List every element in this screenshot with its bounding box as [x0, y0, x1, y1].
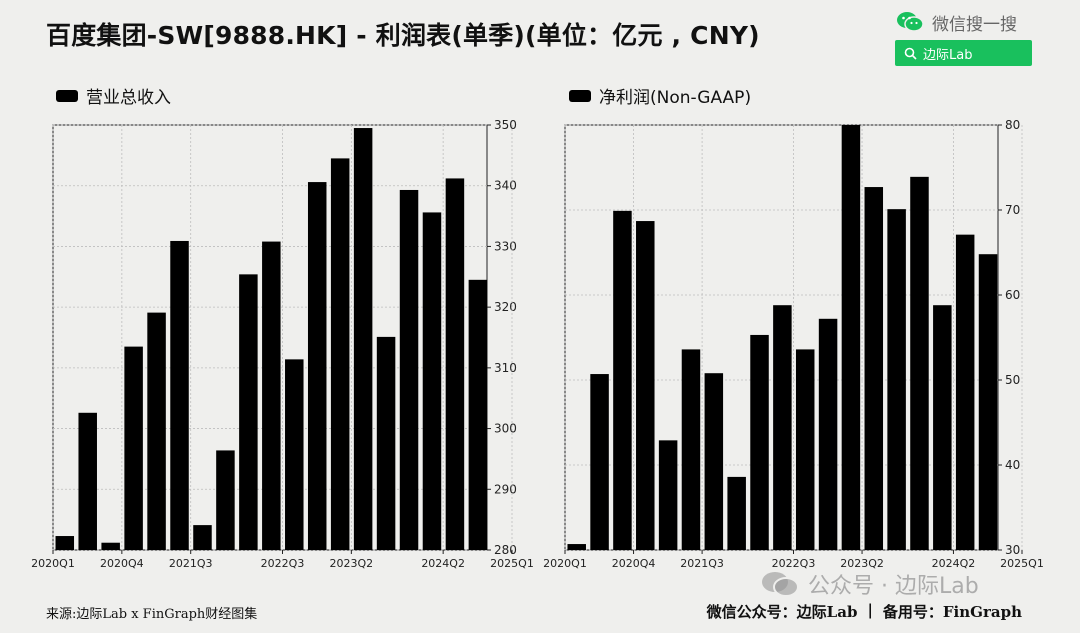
bar — [590, 374, 609, 550]
x-tick-label: 2020Q1 — [31, 557, 75, 570]
bar — [422, 212, 442, 550]
y-tick-label: 30 — [1005, 543, 1020, 557]
bar — [353, 128, 373, 551]
wechat-search-button[interactable]: 边际Lab — [895, 40, 1032, 66]
bar — [933, 305, 952, 550]
x-tick-label: 2024Q2 — [421, 557, 465, 570]
bar — [658, 440, 678, 550]
bar — [147, 312, 166, 550]
bar — [864, 187, 884, 551]
x-tick-label: 2023Q2 — [330, 557, 374, 570]
bar — [193, 525, 212, 550]
bar — [978, 254, 998, 550]
bar — [101, 542, 120, 550]
bar — [216, 450, 235, 550]
bar — [468, 279, 488, 550]
y-tick-label: 40 — [1005, 458, 1020, 472]
bar — [910, 176, 929, 550]
bar — [376, 336, 396, 550]
legend-net-profit: 净利润(Non-GAAP) — [569, 83, 751, 108]
bar — [681, 349, 701, 550]
x-tick-label: 2020Q1 — [543, 557, 587, 570]
bar — [307, 182, 327, 551]
bar — [704, 373, 724, 550]
y-tick-label: 300 — [494, 422, 517, 436]
x-tick-label: 2023Q2 — [840, 557, 884, 570]
legend-label-revenue: 营业总收入 — [86, 88, 171, 108]
bar — [124, 346, 143, 550]
bar — [239, 274, 258, 550]
y-tick-label: 330 — [494, 239, 517, 253]
legend-swatch-revenue — [56, 89, 78, 102]
footer-account: 微信公众号：边际Lab — [706, 603, 858, 621]
x-tick-label: 2024Q2 — [932, 557, 976, 570]
bar — [285, 359, 304, 550]
source-note: 来源:边际Lab x FinGraph财经图集 — [46, 607, 258, 622]
bar — [955, 234, 975, 550]
bar — [445, 178, 465, 550]
legend-swatch-net-profit — [569, 89, 591, 102]
x-tick-label: 2022Q3 — [261, 557, 305, 570]
search-icon — [904, 47, 917, 60]
x-tick-label: 2021Q3 — [680, 557, 724, 570]
footer-backup: 备用号：FinGraph — [882, 603, 1022, 621]
y-tick-label: 320 — [494, 300, 517, 314]
bar — [330, 158, 350, 550]
bar — [399, 189, 419, 550]
x-tick-label: 2025Q1 — [1000, 557, 1044, 570]
y-tick-label: 50 — [1005, 373, 1020, 387]
x-tick-label: 2022Q3 — [772, 557, 816, 570]
x-tick-label: 2021Q3 — [169, 557, 213, 570]
chart-title: 百度集团-SW[9888.HK] - 利润表(单季)(单位：亿元 , CNY) — [46, 21, 760, 50]
bar — [262, 241, 281, 551]
y-tick-label: 290 — [494, 482, 517, 496]
bar — [613, 210, 632, 550]
y-tick-label: 350 — [494, 118, 517, 132]
bar — [773, 305, 792, 550]
bar — [841, 125, 861, 550]
y-tick-label: 70 — [1005, 203, 1020, 217]
wechat-search-label: 微信搜一搜 — [896, 9, 1046, 35]
bar — [170, 240, 189, 550]
legend-revenue: 营业总收入 — [56, 83, 171, 108]
watermark-text: 公众号 · 边际Lab — [808, 574, 979, 599]
x-tick-label: 2020Q4 — [100, 557, 144, 570]
y-tick-label: 280 — [494, 543, 517, 557]
footer-credits: 微信公众号：边际Lab | 备用号：FinGraph — [707, 601, 1022, 622]
bar — [55, 536, 75, 550]
wechat-icon — [897, 12, 924, 32]
bar — [567, 544, 586, 550]
bar — [636, 221, 655, 551]
bar — [78, 412, 97, 550]
y-tick-label: 340 — [494, 179, 517, 193]
watermark: 公众号 · 边际Lab — [760, 568, 979, 600]
y-tick-label: 310 — [494, 361, 517, 375]
wechat-watermark-icon — [762, 572, 799, 597]
x-tick-label: 2020Q4 — [612, 557, 656, 570]
search-text: 边际Lab — [923, 47, 973, 63]
footer-separator: | — [867, 601, 873, 619]
y-tick-label: 60 — [1005, 288, 1020, 302]
x-tick-label: 2025Q1 — [490, 557, 534, 570]
bar — [727, 476, 746, 550]
legend-label-net-profit: 净利润(Non-GAAP) — [599, 88, 752, 108]
bar — [818, 318, 838, 550]
bar — [750, 334, 769, 550]
bar — [795, 349, 815, 550]
y-tick-label: 80 — [1005, 118, 1020, 132]
bar — [887, 209, 906, 550]
wechat-label: 微信搜一搜 — [932, 14, 1017, 35]
